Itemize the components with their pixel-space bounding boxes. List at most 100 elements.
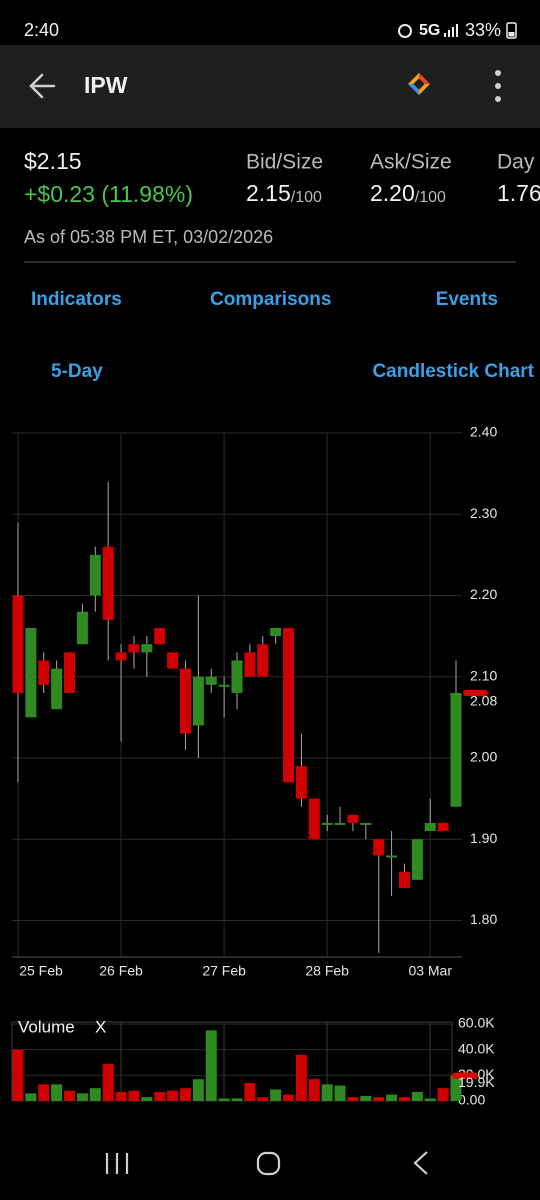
tab-comparisons[interactable]: Comparisons <box>210 289 331 310</box>
candle-body <box>411 839 423 880</box>
nav-home[interactable] <box>256 1151 281 1176</box>
volume-bar <box>12 1049 24 1101</box>
volume-bar <box>450 1075 462 1101</box>
status-network: 5G <box>419 22 440 39</box>
signal-icon <box>444 24 458 37</box>
volume-bar <box>102 1063 114 1101</box>
status-battery: 33% <box>465 20 501 40</box>
candle-body <box>76 611 88 645</box>
volume-bar <box>89 1088 101 1101</box>
volume-bar <box>76 1093 88 1101</box>
symbol-title: IPW <box>84 72 128 98</box>
volume-bar <box>141 1097 153 1101</box>
volume-bar <box>270 1089 282 1101</box>
ask-value: 2.20/100 <box>370 180 446 206</box>
x-tick-label: 28 Feb <box>305 963 349 979</box>
volume-bar <box>115 1092 127 1101</box>
app-logo[interactable] <box>408 73 430 95</box>
x-tick-label: 26 Feb <box>99 963 143 979</box>
volume-bar <box>360 1095 372 1101</box>
volume-close[interactable]: X <box>95 1017 106 1036</box>
candle-body <box>283 627 295 783</box>
tab-indicators[interactable]: Indicators <box>31 289 122 310</box>
last-price-label: 2.08 <box>470 693 497 709</box>
chart-type-selector[interactable]: Candlestick Chart <box>372 361 534 382</box>
x-tick-label: 27 Feb <box>202 963 246 979</box>
y-tick-label: 2.30 <box>470 505 497 521</box>
volume-bar <box>51 1084 63 1101</box>
volume-bar <box>308 1079 320 1101</box>
volume-bar <box>38 1084 50 1101</box>
candle-body <box>89 554 101 596</box>
candle-body <box>373 839 385 856</box>
volume-bar <box>386 1094 398 1101</box>
candle-body <box>115 652 127 661</box>
price-chart: 1.80 1.90 2.00 2.10 2.20 2.30 2.40 25 Feb 26 Feb… <box>12 424 497 979</box>
last-volume-marker <box>452 1072 478 1079</box>
y-tick-label: 60.0K <box>458 1015 495 1031</box>
bid-size: /100 <box>291 189 322 206</box>
candle-body <box>154 627 166 645</box>
bid-price: 2.15 <box>246 180 291 206</box>
volume-bar <box>64 1090 76 1101</box>
candle-body <box>450 692 462 807</box>
candle-body <box>334 822 346 825</box>
ask-size: /100 <box>415 189 446 206</box>
y-tick-label: 2.10 <box>470 667 497 683</box>
candle-body <box>398 871 410 888</box>
volume-bar <box>128 1090 140 1101</box>
candle-body <box>12 595 24 693</box>
volume-bar <box>231 1098 243 1101</box>
last-price: $2.15 <box>24 148 82 174</box>
candle-body <box>244 652 256 677</box>
volume-title: Volume <box>18 1017 75 1036</box>
volume-bar <box>154 1092 166 1101</box>
volume-bar <box>218 1098 230 1101</box>
ask-label: Ask/Size <box>370 151 452 174</box>
nav-recents[interactable] <box>105 1153 129 1174</box>
y-tick-label: 1.90 <box>470 830 497 846</box>
more-menu[interactable] <box>495 70 501 102</box>
candle-body <box>218 684 230 687</box>
day-label: Day <box>497 151 535 174</box>
volume-bar <box>25 1093 37 1101</box>
candle-body <box>179 668 191 734</box>
volume-bar <box>295 1054 307 1101</box>
x-tick-label: 25 Feb <box>19 963 63 979</box>
tab-events[interactable]: Events <box>436 289 498 310</box>
volume-bar <box>192 1079 204 1101</box>
candle-body <box>167 652 179 669</box>
status-time: 2:40 <box>24 20 59 40</box>
candle-body <box>25 627 37 718</box>
nav-back[interactable] <box>413 1151 428 1175</box>
y-tick-label: 2.00 <box>470 749 497 765</box>
back-button[interactable] <box>29 73 56 99</box>
y-tick-label: 2.20 <box>470 586 497 602</box>
day-value: 1.76 <box>497 180 540 206</box>
candle-body <box>231 660 243 693</box>
candle-body <box>51 668 63 710</box>
candle-body <box>64 652 76 693</box>
volume-bar <box>257 1097 269 1101</box>
candle-body <box>386 855 398 858</box>
volume-bar <box>179 1088 191 1101</box>
volume-bar <box>347 1097 359 1101</box>
y-tick-label: 2.40 <box>470 424 497 440</box>
volume-bar <box>205 1030 217 1101</box>
x-tick-label: 03 Mar <box>408 963 452 979</box>
last-volume-label: 19.9K <box>458 1074 495 1090</box>
y-tick-label: 0.00 <box>458 1092 485 1108</box>
volume-bar <box>398 1097 410 1101</box>
range-selector[interactable]: 5-Day <box>51 361 103 382</box>
candle-body <box>205 676 217 685</box>
candle-body <box>270 627 282 637</box>
price-change: +$0.23 (11.98%) <box>24 181 193 207</box>
volume-bar <box>411 1092 423 1101</box>
candle-body <box>102 546 114 620</box>
candle-body <box>424 822 436 832</box>
candle-body <box>257 644 269 677</box>
alarm-icon <box>398 24 412 38</box>
volume-bar <box>283 1094 295 1101</box>
